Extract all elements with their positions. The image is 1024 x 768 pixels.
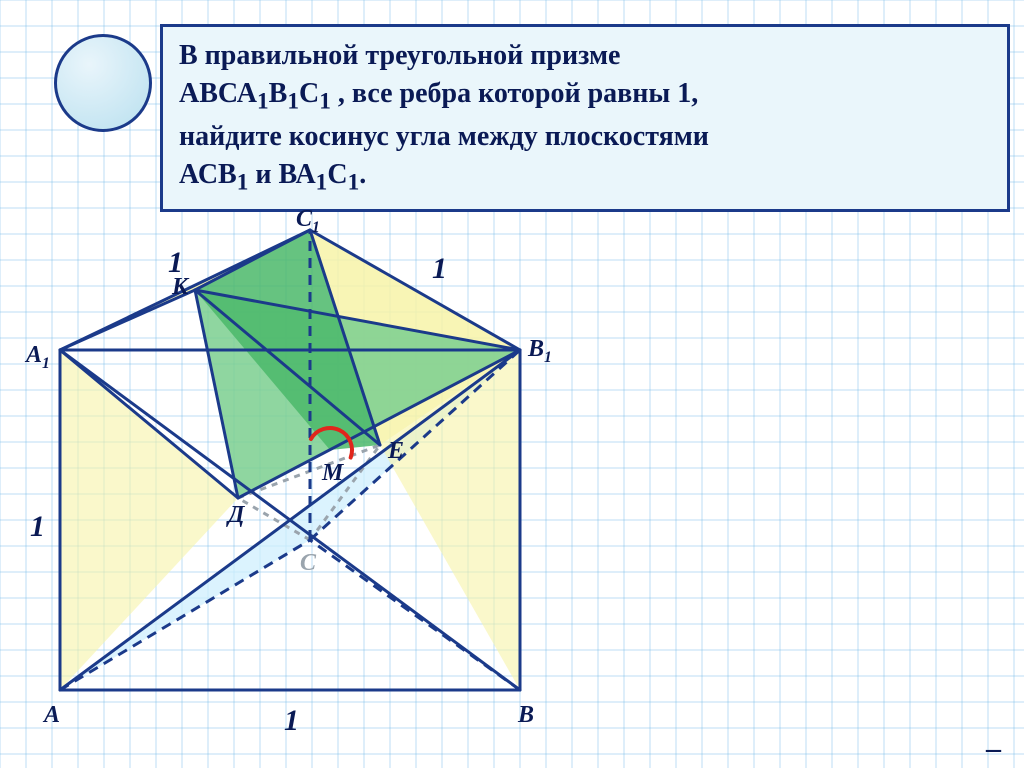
problem-line: АСВ1 и ВА1С1.	[179, 156, 991, 199]
vertex-label: 1	[30, 510, 45, 544]
vertex-label: B	[518, 702, 534, 729]
vertex-label: A1	[26, 342, 50, 373]
geometry-figure: ABCA1B1C1КДEM1111	[20, 210, 660, 730]
vertex-label: B1	[528, 336, 552, 367]
decorative-circle-icon	[54, 34, 152, 132]
problem-statement-box: В правильной треугольной призмеАВСА1В1С1…	[160, 24, 1010, 212]
problem-line: найдите косинус угла между плоскостями	[179, 118, 991, 156]
vertex-label: 1	[168, 246, 183, 280]
vertex-label: Д	[228, 502, 244, 529]
problem-line: АВСА1В1С1 , все ребра которой равны 1,	[179, 75, 991, 118]
footer-dash: –	[986, 732, 1001, 766]
vertex-label: E	[388, 438, 404, 465]
vertex-label: 1	[284, 704, 299, 738]
vertex-label: A	[44, 702, 60, 729]
vertex-label: 1	[432, 252, 447, 286]
vertex-label: M	[322, 460, 343, 487]
problem-line: В правильной треугольной призме	[179, 37, 991, 75]
vertex-label: C	[300, 550, 316, 577]
vertex-label: C1	[296, 206, 320, 237]
